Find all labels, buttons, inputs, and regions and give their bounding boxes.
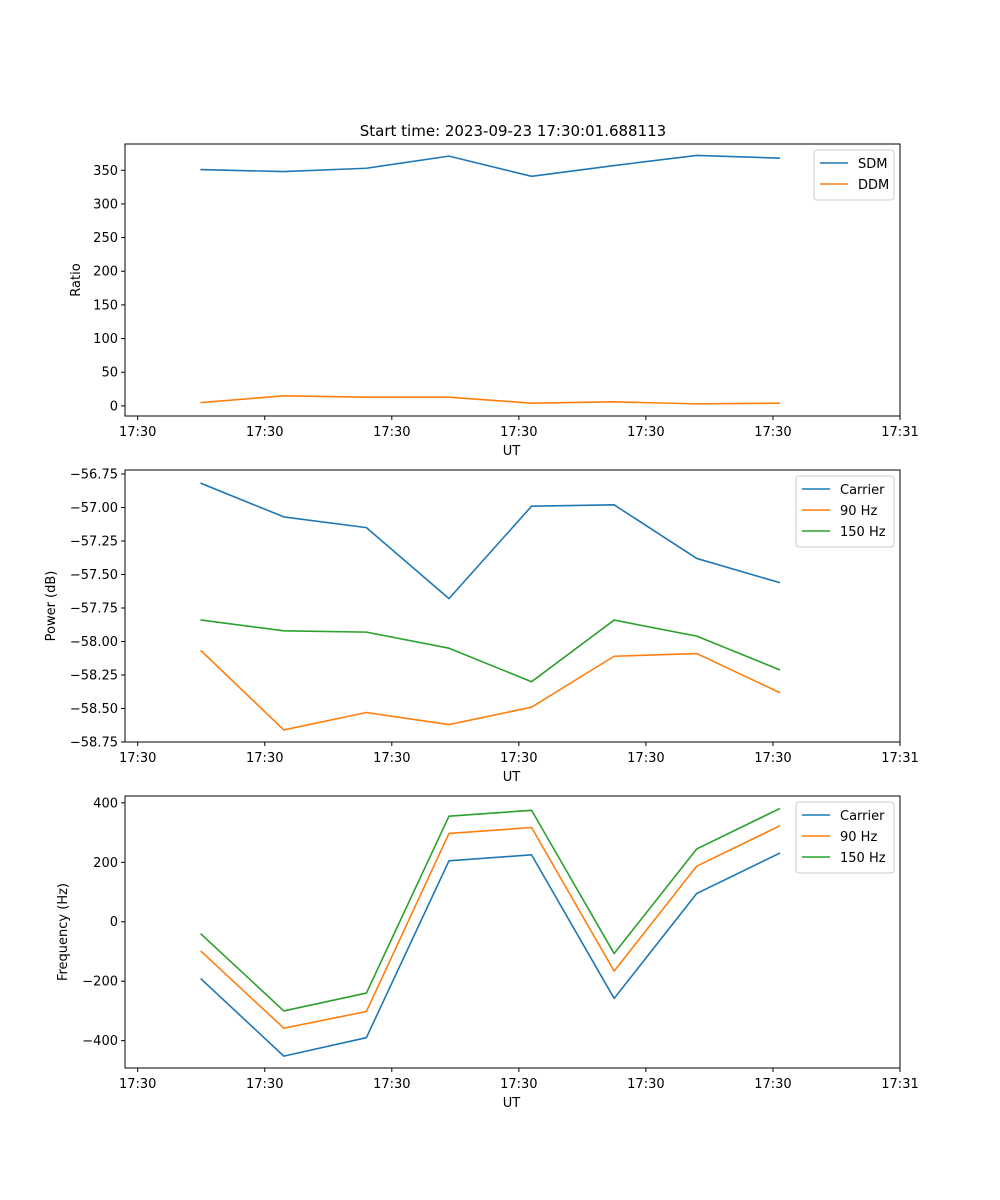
series-line-150-hz <box>200 619 781 683</box>
y-tick-label: 0 <box>110 915 118 930</box>
legend-box <box>795 801 895 874</box>
legend-label: SDM <box>858 157 887 172</box>
x-axis-label: UT <box>503 770 521 785</box>
y-tick-label: −58.50 <box>70 702 118 717</box>
y-tick-label: −57.00 <box>70 501 118 516</box>
series-line-carrier <box>200 852 781 1057</box>
y-tick-label: 100 <box>93 332 118 347</box>
x-tick-label: 17:30 <box>119 425 156 440</box>
x-tick-label: 17:30 <box>373 425 410 440</box>
series-line-ddm <box>200 394 781 405</box>
y-tick-label: −56.75 <box>70 468 118 483</box>
panels: 17:30 17:30 17:30 17:30 17:30 17:30 17:31 0 50 10… <box>44 143 919 1111</box>
y-tick-label: 50 <box>101 366 118 381</box>
x-tick-label: 17:30 <box>627 425 664 440</box>
y-tick-label: 300 <box>93 197 118 212</box>
x-axis-ticks: 17:30 17:30 17:30 17:30 17:30 17:30 17:31 <box>119 1068 919 1092</box>
y-axis-ticks: 0 50 100 150 200 250 300 350 <box>93 164 125 414</box>
y-tick-label: −400 <box>82 1034 118 1049</box>
y-axis-label: Ratio <box>69 263 84 296</box>
y-tick-label: 150 <box>93 298 118 313</box>
y-tick-label: 250 <box>93 231 118 246</box>
y-tick-label: −58.25 <box>70 669 118 684</box>
y-axis-ticks: −400 −200 0 200 400 <box>82 796 125 1049</box>
series-line-150-hz <box>200 807 781 1012</box>
legend: SDM DDM <box>813 149 895 201</box>
x-tick-label: 17:30 <box>754 1077 791 1092</box>
panel-2: 17:30 17:30 17:30 17:30 17:30 17:30 17:31 −58.7… <box>44 468 919 785</box>
x-tick-label: 17:30 <box>500 425 537 440</box>
legend-label: 90 Hz <box>840 504 877 519</box>
y-tick-label: −57.75 <box>70 602 118 617</box>
x-tick-label: 17:30 <box>246 1077 283 1092</box>
x-axis-ticks: 17:30 17:30 17:30 17:30 17:30 17:30 17:31 <box>119 742 919 766</box>
x-axis-label: UT <box>503 444 521 459</box>
y-tick-label: 400 <box>93 796 118 811</box>
y-tick-label: −57.25 <box>70 535 118 550</box>
legend-label: 150 Hz <box>840 851 886 866</box>
legend-label: Carrier <box>840 809 885 824</box>
legend-label: 90 Hz <box>840 830 877 845</box>
panel-1-series <box>200 154 781 405</box>
legend-label: Carrier <box>840 483 885 498</box>
panel-1-axes-frame <box>124 143 901 417</box>
x-axis-label: UT <box>503 1096 521 1111</box>
x-tick-label: 17:30 <box>627 751 664 766</box>
x-tick-label: 17:30 <box>246 751 283 766</box>
y-tick-label: −57.50 <box>70 568 118 583</box>
x-axis-ticks: 17:30 17:30 17:30 17:30 17:30 17:30 17:31 <box>119 416 919 440</box>
x-tick-label: 17:30 <box>500 751 537 766</box>
x-tick-label: 17:30 <box>754 751 791 766</box>
panel-2-axes-frame <box>124 469 901 743</box>
x-tick-label: 17:30 <box>246 425 283 440</box>
series-line-90-hz <box>200 824 781 1029</box>
x-tick-label: 17:30 <box>500 1077 537 1092</box>
legend: Carrier 90 Hz 150 Hz <box>795 475 895 548</box>
y-axis-label: Power (dB) <box>44 571 59 642</box>
x-tick-label: 17:31 <box>881 1077 918 1092</box>
y-axis-ticks: −58.75 −58.50 −58.25 −58.00 −57.75 −57.50 −57.… <box>70 468 125 751</box>
x-tick-label: 17:31 <box>881 751 918 766</box>
y-tick-label: 200 <box>93 856 118 871</box>
panel-3-series <box>200 807 781 1057</box>
legend-box <box>795 475 895 548</box>
y-tick-label: 200 <box>93 265 118 280</box>
x-tick-label: 17:30 <box>373 1077 410 1092</box>
y-tick-label: −58.00 <box>70 635 118 650</box>
series-line-90-hz <box>200 649 781 731</box>
x-tick-label: 17:30 <box>119 1077 156 1092</box>
y-tick-label: 350 <box>93 164 118 179</box>
panel-3-axes-frame <box>124 795 901 1069</box>
figure-title: Start time: 2023-09-23 17:30:01.688113 <box>360 122 666 140</box>
y-tick-label: −200 <box>82 975 118 990</box>
y-axis-label: Frequency (Hz) <box>56 883 71 981</box>
x-tick-label: 17:30 <box>754 425 791 440</box>
legend: Carrier 90 Hz 150 Hz <box>795 801 895 874</box>
series-line-carrier <box>200 482 781 600</box>
y-tick-label: 0 <box>110 399 118 414</box>
panel-2-series <box>200 482 781 731</box>
x-tick-label: 17:30 <box>373 751 410 766</box>
x-tick-label: 17:30 <box>119 751 156 766</box>
panel-1: 17:30 17:30 17:30 17:30 17:30 17:30 17:31 0 50 10… <box>69 143 919 459</box>
panel-3: 17:30 17:30 17:30 17:30 17:30 17:30 17:31−400−… <box>56 795 919 1111</box>
y-tick-label: −58.75 <box>70 736 118 751</box>
series-line-sdm <box>200 154 781 178</box>
x-tick-label: 17:30 <box>627 1077 664 1092</box>
legend-label: DDM <box>858 178 889 193</box>
x-tick-label: 17:31 <box>881 425 918 440</box>
legend-label: 150 Hz <box>840 525 886 540</box>
